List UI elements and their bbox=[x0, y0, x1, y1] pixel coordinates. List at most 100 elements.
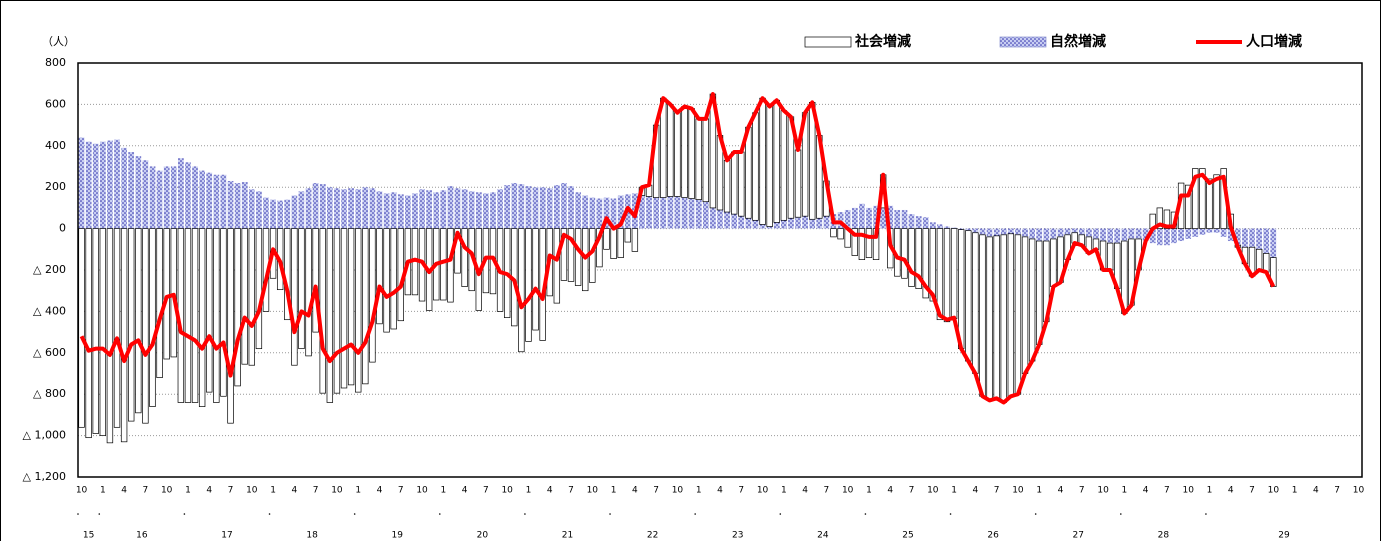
bar bbox=[333, 228, 341, 394]
year-label: 22 bbox=[647, 531, 658, 541]
bar bbox=[759, 97, 766, 225]
bar bbox=[376, 191, 383, 229]
bar bbox=[582, 228, 589, 292]
bar bbox=[1263, 253, 1270, 273]
bar bbox=[1178, 228, 1184, 242]
x-tick-label: 4 bbox=[547, 486, 553, 496]
x-tick-label: 10 bbox=[842, 486, 854, 496]
bar bbox=[1227, 228, 1234, 242]
x-tick-label: 7 bbox=[738, 486, 744, 496]
x-tick-label: 1 bbox=[270, 486, 276, 496]
bar bbox=[447, 228, 454, 303]
bar bbox=[1043, 228, 1050, 242]
bar bbox=[979, 234, 986, 397]
bar bbox=[383, 193, 390, 229]
bar bbox=[1255, 248, 1263, 271]
bar bbox=[149, 228, 156, 407]
bar bbox=[1213, 174, 1220, 229]
bar bbox=[958, 228, 965, 230]
bar bbox=[738, 216, 745, 229]
bar bbox=[191, 228, 199, 403]
bar bbox=[795, 217, 801, 229]
y-tick-label: △ 800 bbox=[33, 387, 66, 400]
bar bbox=[837, 212, 844, 229]
bar bbox=[681, 197, 688, 229]
bar bbox=[1057, 228, 1064, 237]
bar bbox=[688, 198, 695, 229]
x-tick-label: 10 bbox=[331, 486, 343, 496]
year-label: 20 bbox=[477, 531, 489, 541]
x-tick-label: 4 bbox=[973, 486, 979, 496]
year-label: 15 bbox=[83, 531, 94, 541]
bar bbox=[695, 118, 702, 200]
x-tick-label: 10 bbox=[416, 486, 428, 496]
bar bbox=[1220, 228, 1227, 237]
bar bbox=[1007, 233, 1015, 397]
bar bbox=[454, 188, 461, 229]
bar bbox=[99, 141, 106, 229]
bar bbox=[149, 166, 156, 229]
bar bbox=[596, 228, 603, 268]
bar bbox=[291, 195, 298, 229]
bar bbox=[667, 104, 674, 197]
bar bbox=[426, 190, 432, 229]
bar bbox=[702, 118, 709, 203]
bar bbox=[213, 174, 220, 229]
bar bbox=[695, 199, 702, 229]
bar bbox=[185, 162, 191, 229]
bar bbox=[589, 197, 596, 229]
bar bbox=[497, 189, 503, 229]
bar bbox=[518, 184, 525, 229]
x-tick-label: 10 bbox=[76, 486, 88, 496]
bar bbox=[362, 187, 369, 229]
x-tick-label: 4 bbox=[206, 486, 212, 496]
bar bbox=[851, 228, 858, 256]
bar bbox=[1149, 228, 1156, 244]
year-separator bbox=[77, 513, 79, 515]
bar bbox=[943, 228, 951, 323]
bar bbox=[993, 228, 1000, 236]
bar bbox=[291, 228, 298, 366]
bar bbox=[731, 151, 738, 215]
year-label: 24 bbox=[817, 531, 829, 541]
bar bbox=[270, 199, 276, 229]
y-tick-label: 600 bbox=[45, 97, 66, 110]
x-tick-label: 1 bbox=[185, 486, 191, 496]
bar bbox=[241, 182, 248, 229]
bar bbox=[277, 200, 284, 229]
bar bbox=[85, 228, 92, 439]
x-tick-label: 4 bbox=[717, 486, 723, 496]
x-tick-label: 1 bbox=[781, 486, 787, 496]
bar bbox=[1249, 228, 1255, 248]
x-tick-label: 10 bbox=[246, 486, 258, 496]
x-tick-label: 10 bbox=[587, 486, 599, 496]
bar bbox=[745, 218, 752, 229]
year-label: 25 bbox=[902, 531, 913, 541]
bar bbox=[1008, 228, 1014, 234]
bar bbox=[99, 228, 107, 436]
bar bbox=[1071, 228, 1078, 233]
bar bbox=[1192, 228, 1199, 237]
bar bbox=[525, 228, 532, 342]
x-tick-label: 7 bbox=[1164, 486, 1170, 496]
x-tick-label: 7 bbox=[568, 486, 574, 496]
bar bbox=[781, 220, 787, 229]
x-tick-label: 1 bbox=[100, 486, 106, 496]
bar bbox=[667, 196, 674, 229]
bar bbox=[1270, 228, 1277, 258]
bar bbox=[241, 228, 248, 365]
bar bbox=[390, 228, 397, 330]
bar bbox=[674, 112, 681, 197]
bar bbox=[603, 197, 610, 229]
bar bbox=[681, 106, 688, 198]
bar bbox=[1029, 228, 1035, 239]
bar bbox=[922, 217, 929, 229]
bar bbox=[873, 205, 879, 229]
bar bbox=[1156, 207, 1164, 229]
bar bbox=[532, 187, 539, 229]
bar bbox=[1022, 228, 1028, 237]
bar bbox=[142, 160, 149, 229]
bar bbox=[1156, 228, 1163, 246]
bar bbox=[901, 209, 908, 229]
bar bbox=[723, 159, 731, 213]
